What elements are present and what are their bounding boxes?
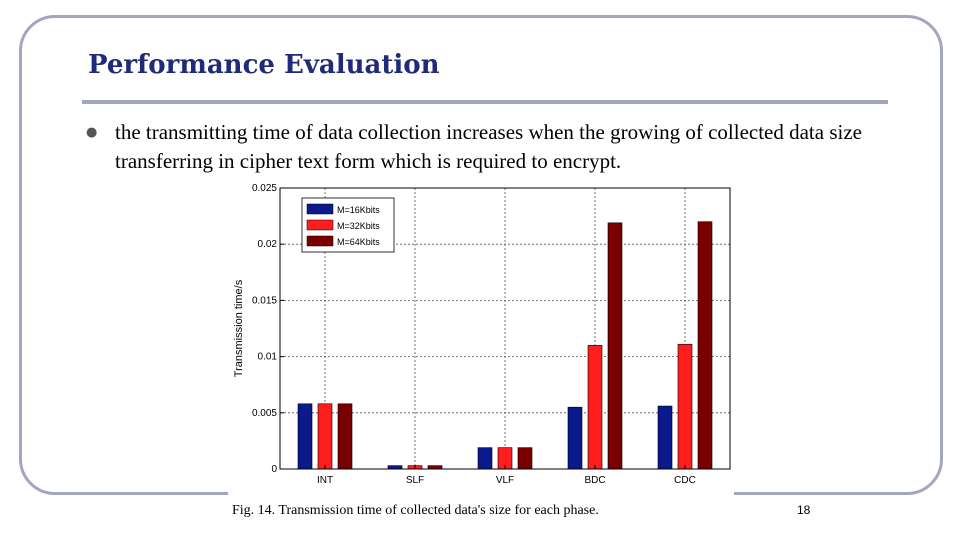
x-tick-label: SLF: [406, 475, 424, 486]
figure-caption: Fig. 14. Transmission time of collected …: [232, 503, 599, 518]
bar-int-series-2: [317, 403, 333, 470]
bar-cdc-series-1: [657, 405, 673, 470]
y-axis-label: Transmission time/s: [233, 279, 245, 377]
x-tick-label: INT: [317, 475, 333, 486]
y-tick-label: 0.005: [252, 408, 277, 419]
bar-slf-series-3: [427, 465, 443, 470]
plot-border: [279, 187, 731, 470]
legend-swatch: [306, 203, 334, 215]
bar-bdc-series-2: [587, 345, 603, 470]
bar-bdc-series-1: [567, 406, 583, 470]
bar-bdc-series-3: [607, 222, 623, 470]
y-tick-label: 0: [271, 464, 277, 475]
page-number: 18: [797, 503, 811, 517]
bar-chart: 0 0.005 0.01 0.015 0.02 0.025 INT SLF VLF BDC CDC T…: [233, 183, 731, 486]
legend-swatch: [306, 219, 334, 231]
bar-int-series-3: [337, 403, 353, 470]
chart-figure: 0 0.005 0.01 0.015 0.02 0.025 INT SLF VLF BDC CDC T…: [228, 182, 734, 498]
bar-vlf-series-1: [477, 447, 493, 470]
legend-entry: M=16Kbits: [337, 205, 380, 215]
bar-vlf-series-3: [517, 447, 533, 470]
y-tick-label: 0.015: [252, 295, 277, 306]
bar-cdc-series-3: [697, 221, 713, 470]
legend-swatch: [306, 235, 334, 247]
legend-entry: M=64Kbits: [337, 237, 380, 247]
legend-entry: M=32Kbits: [337, 221, 380, 231]
y-tick-label: 0.02: [258, 239, 278, 250]
x-tick-label: CDC: [674, 475, 696, 486]
x-tick-label: VLF: [496, 475, 514, 486]
bar-cdc-series-2: [677, 343, 693, 470]
bullet-text: the transmitting time of data collection…: [115, 120, 862, 173]
bullet-icon: ●: [86, 125, 98, 140]
y-tick-label: 0.01: [258, 352, 278, 363]
slide-title: Performance Evaluation: [88, 50, 440, 80]
bar-int-series-1: [297, 403, 313, 470]
bar-slf-series-1: [387, 465, 403, 470]
y-tick-label: 0.025: [252, 183, 277, 194]
title-divider: [82, 100, 888, 104]
x-tick-label: BDC: [584, 475, 605, 486]
